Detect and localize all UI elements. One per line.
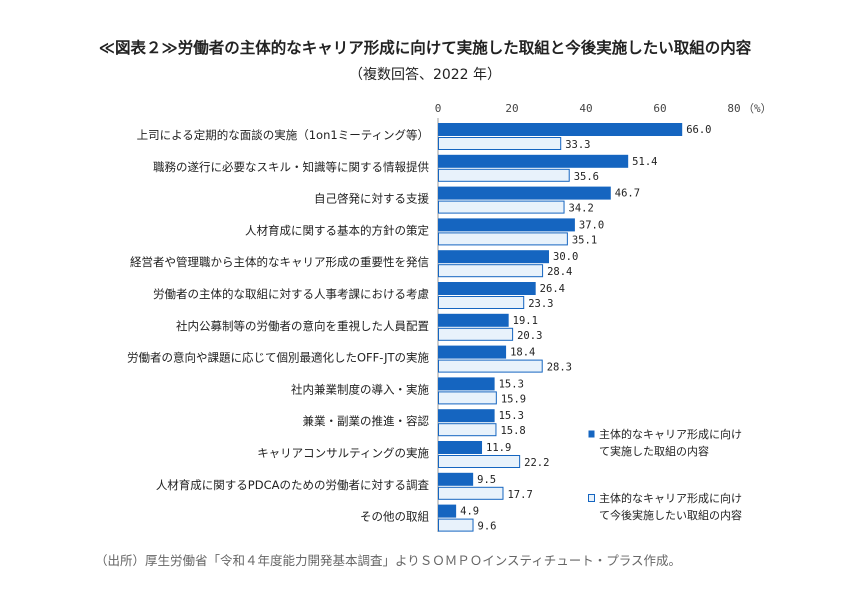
data-label-series-1: 37.0 (579, 219, 604, 231)
legend: 主体的なキャリア形成に向けて実施した取組の内容主体的なキャリア形成に向けて今後実… (588, 427, 742, 522)
category-label: 兼業・副業の推進・容認 (303, 414, 430, 428)
data-label-series-2: 23.3 (528, 298, 553, 310)
data-label-series-1: 51.4 (632, 156, 657, 168)
bar-series-1 (438, 154, 629, 168)
bar-series-1 (438, 186, 611, 200)
bar-series-1 (438, 504, 457, 518)
bar-series-1 (438, 441, 483, 454)
category-label: 社内兼業制度の導入・実施 (291, 382, 429, 396)
source-note: （出所）厚生労働省「令和４年度能力開発基本調査」よりＳＯＭＰＯインスティチュート… (95, 553, 682, 568)
bar-series-1 (438, 472, 474, 486)
category-label: 労働者の意向や課題に応じて個別最適化したOFF-JTの実施 (127, 351, 429, 365)
data-label-series-2: 35.1 (572, 234, 597, 246)
bar-series-2 (438, 359, 543, 373)
x-tick-label: 0 (435, 102, 442, 115)
data-label-series-2: 9.6 (478, 521, 497, 533)
bar-series-2 (438, 518, 474, 532)
legend-label-series-1: 主体的なキャリア形成に向け (599, 427, 742, 441)
data-label-series-1: 66.0 (686, 124, 711, 136)
data-label-series-1: 15.3 (499, 410, 524, 422)
data-label-series-1: 26.4 (540, 283, 565, 295)
data-label-series-1: 46.7 (615, 188, 640, 200)
data-label-series-1: 19.1 (513, 315, 538, 327)
bar-series-2 (438, 423, 497, 437)
data-label-series-2: 35.6 (574, 171, 599, 183)
data-label-series-2: 28.4 (547, 266, 572, 278)
x-unit-label: （%） (743, 102, 772, 115)
data-label-series-2: 20.3 (517, 330, 542, 342)
bars: 66.0 33.3 51.4 35.6 46.7 34.2 37.0 35.1 30.0 28.4… (438, 123, 711, 533)
bar-series-2 (438, 327, 514, 341)
bar-series-2 (438, 264, 544, 278)
category-label: 経営者や管理職から主体的なキャリア形成の重要性を発信 (130, 255, 429, 269)
bar-series-1 (438, 377, 495, 391)
bar-series-2 (438, 455, 521, 468)
bar-series-1 (438, 409, 495, 423)
data-label-series-1: 18.4 (510, 347, 535, 359)
category-label: キャリアコンサルティングの実施 (257, 446, 429, 460)
data-label-series-2: 28.3 (547, 362, 572, 374)
data-label-series-2: 33.3 (565, 139, 590, 151)
category-label: 人材育成に関するPDCAのための労働者に対する調査 (156, 478, 430, 492)
category-label: 社内公募制等の労働者の意向を重視した人員配置 (176, 319, 429, 333)
data-label-series-1: 4.9 (460, 506, 479, 518)
category-label: 労働者の主体的な取組に対する人事考課における考慮 (153, 287, 429, 301)
data-label-series-1: 9.5 (477, 474, 496, 486)
data-label-series-2: 15.9 (501, 393, 526, 405)
legend-label-series-2: て今後実施したい取組の内容 (599, 508, 742, 522)
x-tick-label: 40 (579, 102, 592, 115)
legend-swatch-series-1 (588, 430, 595, 438)
legend-swatch-series-2 (588, 494, 595, 502)
x-tick-label: 60 (653, 102, 666, 115)
data-label-series-2: 17.7 (507, 489, 532, 501)
category-label: 自己啓発に対する支援 (314, 192, 429, 206)
data-label-series-1: 11.9 (486, 442, 511, 454)
legend-label-series-2: 主体的なキャリア形成に向け (599, 491, 742, 505)
bar-series-1 (438, 250, 549, 264)
category-labels: 上司による定期的な面談の実施（1on1ミーティング等） 職務の遂行に必要なスキル・… (127, 128, 429, 524)
category-label: 人材育成に関する基本的方針の策定 (245, 223, 429, 237)
bar-series-2 (438, 486, 504, 500)
bar-series-2 (438, 296, 525, 309)
data-label-series-2: 15.8 (500, 425, 525, 437)
data-label-series-1: 30.0 (553, 251, 578, 263)
category-label: 職務の遂行に必要なスキル・知識等に関する情報提供 (153, 160, 429, 174)
bar-series-2 (438, 232, 568, 246)
legend-label-series-1: て実施した取組の内容 (599, 444, 709, 458)
chart-title: ≪図表２≫労働者の主体的なキャリア形成に向けて実施した取組と今後実施したい取組の… (98, 39, 752, 57)
bar-series-2 (438, 200, 565, 214)
bar-series-1 (438, 282, 536, 295)
bar-series-1 (438, 218, 575, 232)
x-tick-label: 20 (505, 102, 518, 115)
category-label: 上司による定期的な面談の実施（1on1ミーティング等） (137, 128, 429, 142)
data-label-series-2: 22.2 (524, 457, 549, 469)
bar-series-2 (438, 137, 562, 150)
bar-series-1 (438, 313, 509, 327)
data-label-series-2: 34.2 (569, 203, 594, 215)
bar-series-1 (438, 345, 507, 359)
data-label-series-1: 15.3 (499, 378, 524, 390)
bar-series-2 (438, 391, 497, 405)
x-tick-label: 80 (727, 102, 740, 115)
bar-series-2 (438, 168, 570, 182)
chart-subtitle: （複数回答、2022 年） (348, 67, 502, 83)
bar-series-1 (438, 123, 683, 136)
category-label: その他の取組 (360, 510, 429, 524)
